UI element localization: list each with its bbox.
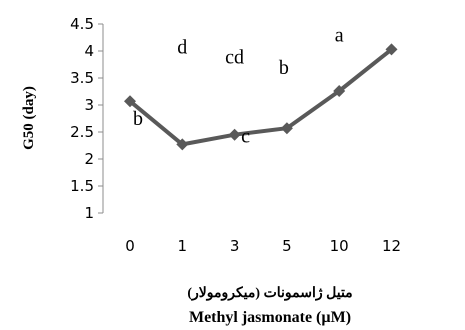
series-markers — [124, 43, 398, 151]
series-line — [128, 47, 393, 147]
data-label: cd — [225, 46, 244, 68]
y-tick-label: 3 — [84, 96, 94, 114]
data-label: b — [133, 108, 143, 130]
x-tick-label: 12 — [382, 237, 401, 255]
x-tick-label: 1 — [178, 237, 188, 255]
data-point-marker — [228, 128, 241, 141]
y-axis-title: G50 (day) — [21, 86, 37, 150]
y-tick-label: 1 — [84, 204, 94, 222]
x-tick-label: 3 — [230, 237, 240, 255]
y-tick-label: 1.5 — [70, 177, 94, 195]
x-tick-label: 10 — [330, 237, 349, 255]
y-tick-label: 2 — [84, 150, 94, 168]
x-axis-title-persian: متیل ژاسمونات (میکرومولار) — [187, 285, 352, 301]
data-point-marker — [280, 122, 293, 135]
data-label: b — [279, 57, 289, 79]
data-point-marker — [333, 84, 346, 97]
y-axis — [98, 23, 104, 214]
x-axis-title: Methyl jasmonate (µM) — [189, 309, 351, 326]
data-point-marker — [385, 43, 398, 56]
x-tick-label: 0 — [125, 237, 135, 255]
data-label: d — [177, 37, 187, 59]
y-tick-label: 4 — [84, 42, 94, 60]
y-tick-label: 3.5 — [70, 69, 94, 87]
annotation-label: c — [241, 126, 250, 148]
x-tick-label: 5 — [282, 237, 292, 255]
y-tick-label: 2.5 — [70, 123, 94, 141]
data-labels: b d cd b a c — [133, 24, 344, 147]
data-label: a — [335, 24, 344, 46]
data-point-marker — [124, 95, 136, 108]
y-tick-label: 4.5 — [70, 15, 94, 33]
data-point-marker — [176, 138, 189, 151]
x-tick-labels: 0 1 3 5 10 12 — [125, 237, 401, 255]
y-tick-labels: 1 1.5 2 2.5 3 3.5 4 4.5 — [70, 15, 94, 222]
